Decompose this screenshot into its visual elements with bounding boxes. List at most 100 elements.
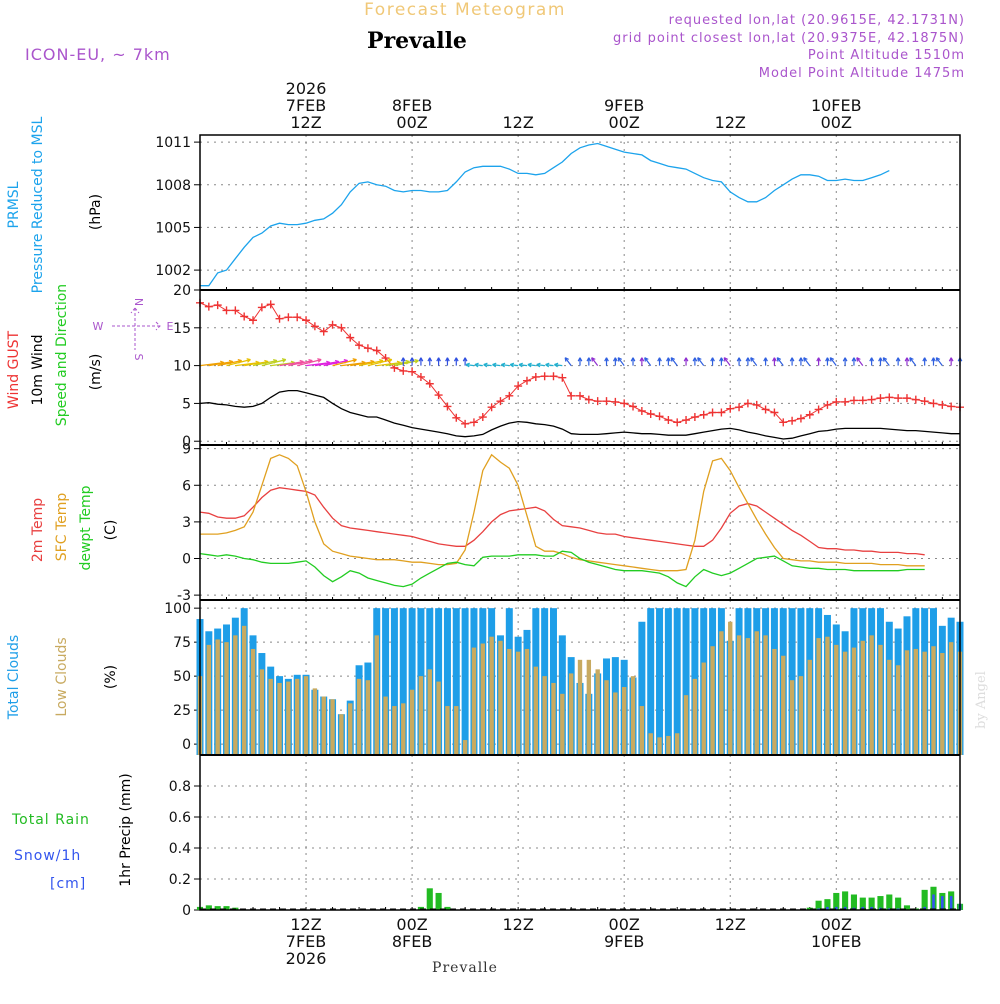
rain-bar bbox=[824, 899, 831, 910]
wind-direction-arrow bbox=[670, 357, 678, 366]
y-tick-label: 0 bbox=[182, 737, 191, 753]
bottom-time-label: 8FEB bbox=[392, 932, 432, 951]
wind-direction-arrow bbox=[736, 357, 742, 366]
gust-marker bbox=[752, 400, 761, 409]
wind-direction-arrow bbox=[666, 357, 671, 366]
bottom-time-label: 9FEB bbox=[604, 932, 644, 951]
low-cloud-bar bbox=[701, 662, 706, 755]
gust-marker bbox=[478, 413, 487, 422]
gust-marker bbox=[231, 306, 240, 315]
y-tick-label: 6 bbox=[182, 478, 191, 494]
credit-watermark: by Angel bbox=[974, 671, 989, 729]
wind-direction-arrow bbox=[483, 362, 492, 368]
wind-direction-arrow bbox=[798, 357, 804, 366]
gust-marker bbox=[514, 382, 523, 391]
gust-marker bbox=[487, 403, 496, 412]
low-cloud-bar bbox=[948, 642, 954, 755]
rain-bar bbox=[903, 905, 911, 910]
gust-marker bbox=[461, 419, 470, 428]
temp-label-dewpt: dewpt Temp bbox=[78, 485, 94, 570]
wind-direction-arrow bbox=[564, 357, 572, 366]
low-cloud-bar bbox=[825, 636, 830, 755]
bottom-time-label: 7FEB bbox=[286, 932, 326, 951]
wind-direction-arrow bbox=[474, 362, 483, 368]
low-cloud-bar bbox=[524, 648, 530, 755]
wind-direction-arrow bbox=[825, 357, 830, 366]
y-tick-label: 9 bbox=[182, 442, 191, 458]
y-tick-label: 0 bbox=[182, 903, 191, 919]
gust-marker bbox=[788, 416, 797, 425]
low-cloud-bar bbox=[754, 631, 759, 755]
wind-label-unit: (m/s) bbox=[88, 354, 104, 391]
snow-bar bbox=[870, 906, 873, 910]
total-cloud-bar bbox=[461, 608, 469, 755]
precip-label-unit: 1hr Precip (mm) bbox=[118, 773, 134, 886]
gust-marker bbox=[213, 301, 222, 310]
temp-label-unit: (C) bbox=[103, 520, 119, 541]
gust-marker bbox=[434, 391, 443, 400]
low-cloud-bar bbox=[365, 680, 371, 755]
y-tick-label: 1011 bbox=[155, 135, 191, 151]
gust-marker bbox=[576, 391, 584, 400]
rain-bar bbox=[417, 906, 424, 910]
low-cloud-bar bbox=[295, 678, 300, 755]
wind-compass: N W E S bbox=[93, 298, 174, 361]
series-line-10m-wind bbox=[199, 389, 960, 440]
low-cloud-bar bbox=[860, 640, 865, 755]
gust-marker bbox=[858, 396, 867, 405]
top-time-label: 2026 bbox=[286, 79, 327, 98]
top-time-label: 00Z bbox=[396, 113, 427, 132]
low-cloud-bar bbox=[445, 706, 450, 755]
y-tick-label: 3 bbox=[182, 515, 191, 531]
gust-marker bbox=[452, 413, 461, 422]
wind-direction-arrow bbox=[842, 357, 848, 366]
wind-direction-arrow bbox=[630, 357, 636, 366]
low-cloud-bar bbox=[542, 676, 547, 755]
wind-direction-arrow bbox=[931, 357, 936, 366]
low-cloud-bar bbox=[489, 636, 494, 755]
snow-bar bbox=[896, 908, 900, 910]
temp-label-sfc: SFC Temp bbox=[54, 493, 70, 562]
gust-marker bbox=[646, 410, 655, 418]
rain-bar bbox=[842, 891, 849, 910]
wind-direction-arrow bbox=[816, 357, 821, 366]
gust-marker bbox=[849, 396, 858, 405]
low-cloud-bar bbox=[878, 644, 883, 755]
low-cloud-bar bbox=[869, 635, 874, 755]
gust-marker bbox=[567, 391, 576, 400]
low-cloud-bar bbox=[250, 648, 256, 755]
cloud-label-low: Low Clouds bbox=[54, 637, 70, 716]
low-cloud-bar bbox=[851, 647, 857, 755]
wind-direction-arrow bbox=[772, 357, 777, 366]
low-cloud-bar bbox=[321, 696, 326, 755]
wind-direction-arrow bbox=[577, 357, 583, 366]
rain-bar bbox=[868, 897, 875, 910]
panel-clouds: 0 25 50 75 100 bbox=[164, 600, 964, 755]
rain-bar bbox=[815, 900, 822, 910]
gust-marker bbox=[249, 316, 258, 325]
wind-direction-arrow bbox=[763, 357, 768, 366]
wind-direction-arrow bbox=[829, 357, 837, 366]
point-altitude: Point Altitude 1510m bbox=[808, 48, 965, 63]
y-tick-label: 1008 bbox=[155, 178, 191, 194]
gust-marker bbox=[876, 394, 885, 403]
bottom-time-label: 2026 bbox=[286, 949, 327, 968]
wind-direction-arrow bbox=[261, 358, 287, 367]
wind-direction-arrow bbox=[750, 357, 758, 366]
wind-direction-arrow bbox=[591, 357, 599, 366]
bottom-time-label: 00Z bbox=[821, 915, 852, 934]
low-cloud-bar bbox=[745, 638, 751, 755]
snow-bar bbox=[941, 896, 944, 910]
snow-bar bbox=[932, 894, 935, 910]
rain-bar bbox=[850, 894, 858, 910]
low-cloud-bar bbox=[480, 643, 485, 755]
wind-direction-arrow bbox=[518, 362, 528, 368]
low-cloud-bar bbox=[807, 659, 812, 755]
wind-direction-arrow bbox=[436, 357, 441, 366]
gust-marker bbox=[796, 414, 805, 423]
y-tick-label: 50 bbox=[173, 669, 191, 685]
wind-label-direction: Speed and Direction bbox=[54, 284, 70, 426]
gust-marker bbox=[629, 402, 638, 411]
series-line-dewpt-temp bbox=[199, 550, 925, 588]
